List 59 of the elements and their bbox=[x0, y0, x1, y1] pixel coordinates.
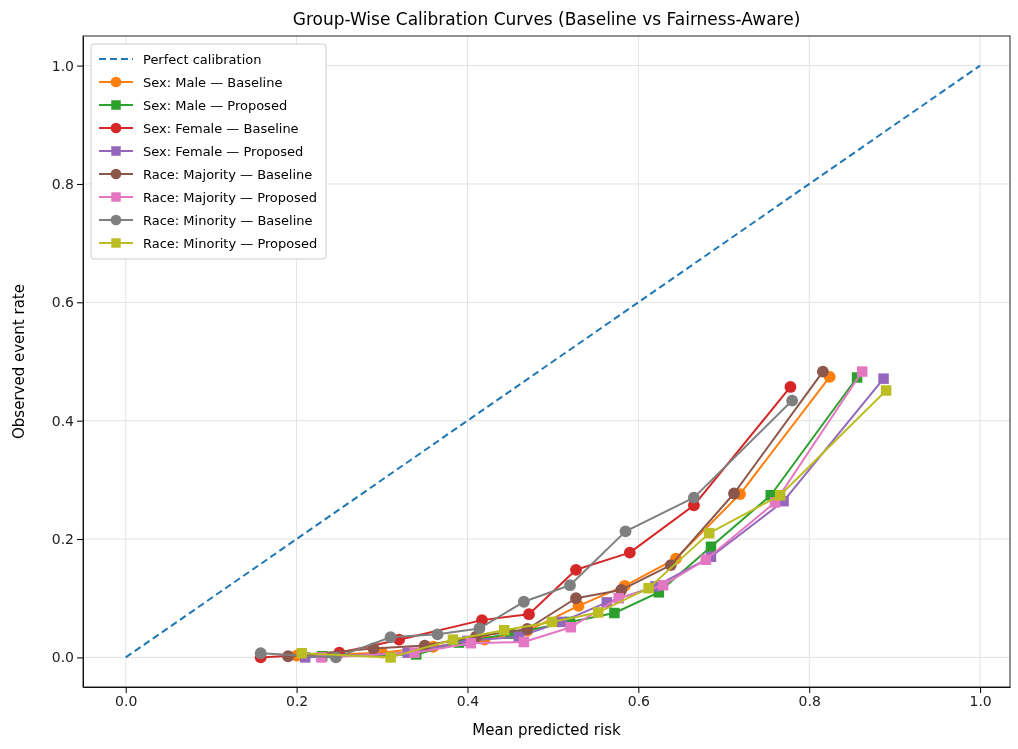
y-tick-label: 0.4 bbox=[51, 412, 75, 429]
point bbox=[623, 546, 636, 559]
x-tick-label: 0.2 bbox=[285, 692, 309, 709]
point bbox=[700, 554, 712, 565]
y-tick-label: 0.6 bbox=[51, 294, 75, 311]
point bbox=[523, 608, 535, 621]
y-tick-label: 1.0 bbox=[51, 57, 74, 74]
point bbox=[465, 637, 477, 649]
point bbox=[570, 563, 582, 576]
point bbox=[447, 634, 459, 645]
point bbox=[880, 385, 892, 396]
point bbox=[619, 525, 632, 538]
point bbox=[816, 365, 829, 378]
point bbox=[786, 394, 799, 407]
point bbox=[498, 624, 510, 636]
point bbox=[704, 527, 715, 539]
legend-label: Perfect calibration bbox=[143, 52, 262, 67]
x-tick-label: 0.4 bbox=[456, 692, 480, 709]
point bbox=[254, 647, 267, 660]
x-tick-label: 0.0 bbox=[115, 692, 138, 709]
legend-label: Sex: Female — Proposed bbox=[143, 144, 304, 159]
point bbox=[774, 490, 786, 501]
legend-label: Race: Majority — Baseline bbox=[143, 167, 313, 182]
point bbox=[385, 652, 396, 663]
y-tick-label: 0.8 bbox=[51, 175, 74, 192]
x-tick-label: 0.8 bbox=[798, 692, 821, 709]
legend-label: Sex: Female — Baseline bbox=[143, 121, 299, 136]
x-tick-label: 0.6 bbox=[627, 692, 651, 709]
point bbox=[728, 487, 740, 500]
legend-label: Race: Minority — Baseline bbox=[143, 213, 313, 228]
point bbox=[592, 607, 604, 618]
point bbox=[609, 607, 620, 619]
chart-title: Group-Wise Calibration Curves (Baseline vs Fairness-Aware) bbox=[292, 9, 801, 29]
point bbox=[296, 648, 307, 659]
legend-label: Race: Minority — Proposed bbox=[143, 236, 318, 251]
point bbox=[705, 541, 717, 552]
y-tick-label: 0.2 bbox=[51, 531, 74, 548]
point bbox=[518, 636, 530, 648]
legend-label: Sex: Male — Proposed bbox=[143, 98, 288, 113]
point bbox=[570, 592, 582, 605]
point bbox=[517, 595, 530, 608]
x-tick-label: 1.0 bbox=[969, 692, 992, 709]
point bbox=[856, 366, 868, 377]
legend-label: Race: Majority — Proposed bbox=[143, 190, 317, 205]
point bbox=[431, 628, 444, 641]
point bbox=[473, 622, 486, 635]
point bbox=[546, 616, 558, 628]
point bbox=[687, 491, 700, 504]
x-axis-title: Mean predicted risk bbox=[472, 721, 622, 739]
point bbox=[564, 579, 576, 592]
y-axis-title: Observed event rate bbox=[10, 284, 28, 439]
point bbox=[784, 381, 797, 393]
point bbox=[384, 631, 397, 644]
point bbox=[643, 582, 654, 594]
point bbox=[878, 373, 889, 384]
y-tick-label: 0.0 bbox=[51, 649, 74, 666]
point bbox=[565, 621, 577, 633]
point bbox=[657, 579, 669, 591]
legend-label: Sex: Male — Baseline bbox=[143, 75, 283, 90]
